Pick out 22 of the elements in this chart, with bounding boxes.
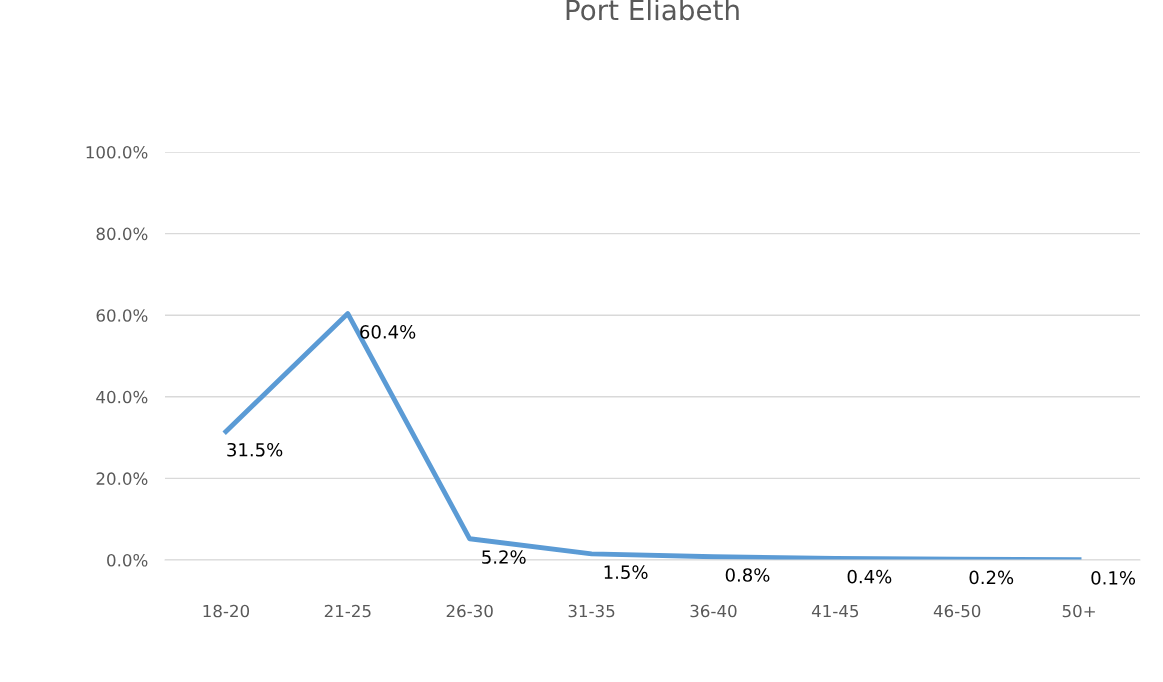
text: 60.4% [360, 325, 416, 339]
y-tick-label: 80.0% [96, 227, 148, 241]
x-tick-label: 46-50 [933, 604, 981, 618]
x-tick-label: 41-45 [811, 604, 859, 618]
text: 31.5% [227, 442, 283, 457]
text: 0.2% [969, 570, 1014, 585]
x-tick-label: 18-20 [203, 604, 250, 618]
y-tick-label: 0.0% [107, 553, 148, 567]
x-tick-label: 26-30 [446, 604, 493, 618]
y-tick-label: 100.0% [86, 145, 148, 159]
y-tick-label: 60.0% [96, 309, 148, 322]
text: 1.5% [604, 565, 648, 579]
x-tick-label: 50+ [1062, 604, 1095, 618]
text: 0.4% [847, 569, 892, 584]
text: 0.8% [725, 568, 770, 582]
x-tick-label: 31-35 [568, 604, 615, 618]
x-tick-label: 21-25 [324, 604, 371, 618]
y-tick-label: 40.0% [96, 390, 148, 404]
x-tick-label: 36-40 [690, 604, 737, 618]
y-tick-label: 20.0% [96, 472, 148, 485]
text: 0.1% [1091, 571, 1136, 585]
text: 5.2% [482, 550, 526, 564]
